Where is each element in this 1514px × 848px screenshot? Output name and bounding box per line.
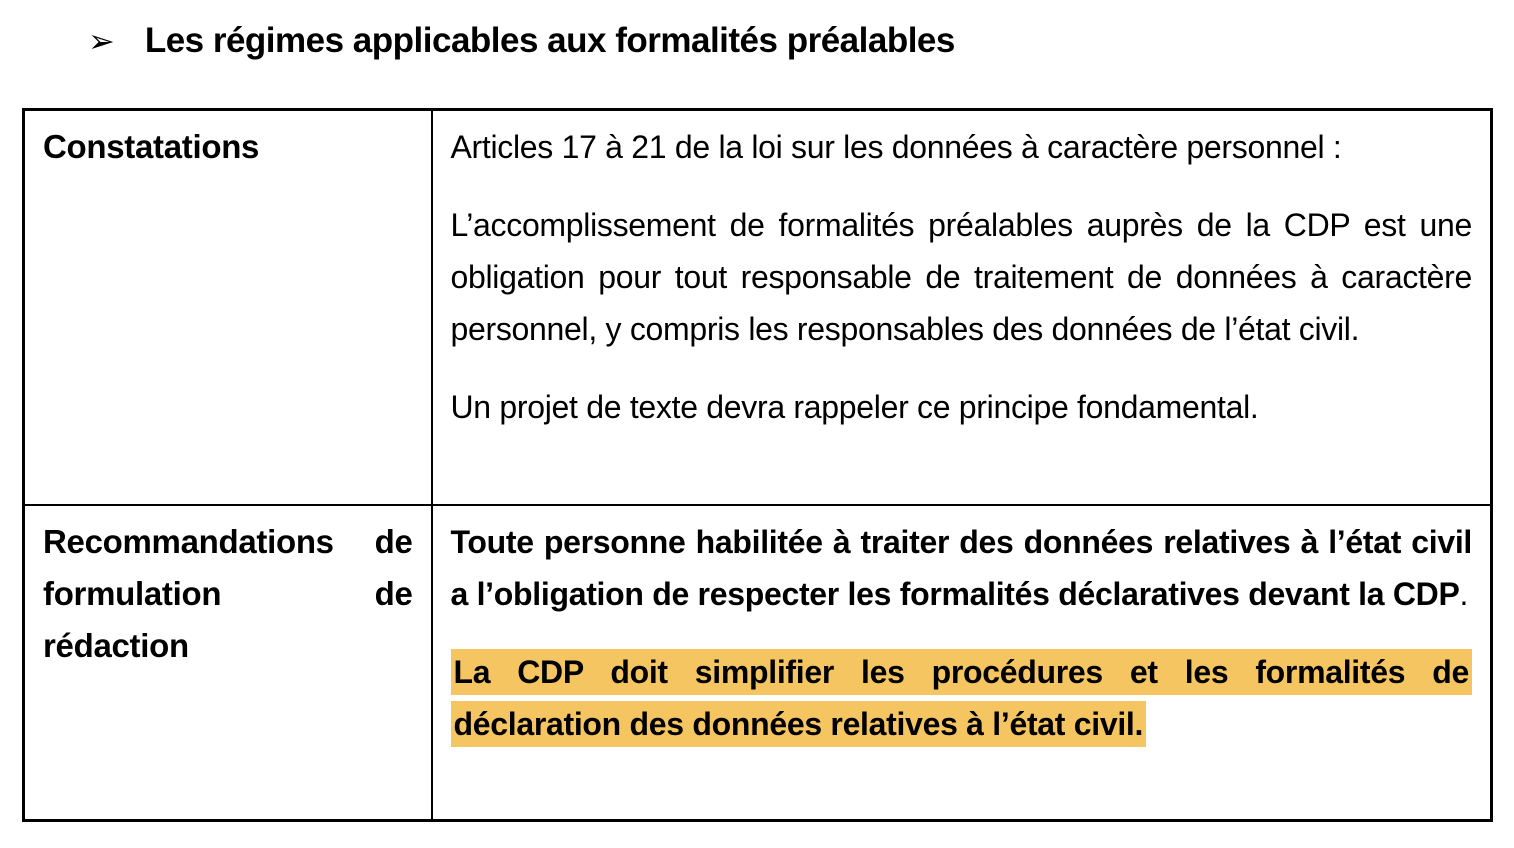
table-row-constatations: Constatations Articles 17 à 21 de la loi… xyxy=(22,108,1493,506)
table-row-recommandations: Recommandations de formulation de rédact… xyxy=(22,503,1493,822)
recommandations-label-cell: Recommandations de formulation de rédact… xyxy=(22,503,433,822)
section-heading-text: Les régimes applicables aux formalités p… xyxy=(144,21,956,60)
section-heading: ➢ Les régimes applicables aux formalités… xyxy=(88,20,955,62)
paragraph-accomplissement: L’accomplissement de formalités préalabl… xyxy=(450,207,1473,347)
paragraph-cdp-simplifier: La CDP doit simplifier les procédures et… xyxy=(450,646,1472,750)
constatations-label-cell: Constatations xyxy=(22,108,433,506)
highlighted-text: La CDP doit simplifier les procédures et… xyxy=(450,648,1472,747)
recommandations-content-cell: Toute personne habilitée à traiter des d… xyxy=(430,503,1493,822)
constatations-content-cell: Articles 17 à 21 de la loi sur les donné… xyxy=(430,108,1493,506)
paragraph-articles: Articles 17 à 21 de la loi sur les donné… xyxy=(450,129,1342,165)
paragraph-toute-personne: Toute personne habilitée à traiter des d… xyxy=(451,516,1473,620)
paragraph-projet-de-texte: Un projet de texte devra rappeler ce pri… xyxy=(450,389,1259,425)
arrow-bullet-icon: ➢ xyxy=(88,23,115,59)
paragraph-toute-personne-period: . xyxy=(1459,575,1469,612)
paragraph-toute-personne-text: Toute personne habilitée à traiter des d… xyxy=(450,523,1473,612)
findings-table: Constatations Articles 17 à 21 de la loi… xyxy=(22,108,1493,822)
